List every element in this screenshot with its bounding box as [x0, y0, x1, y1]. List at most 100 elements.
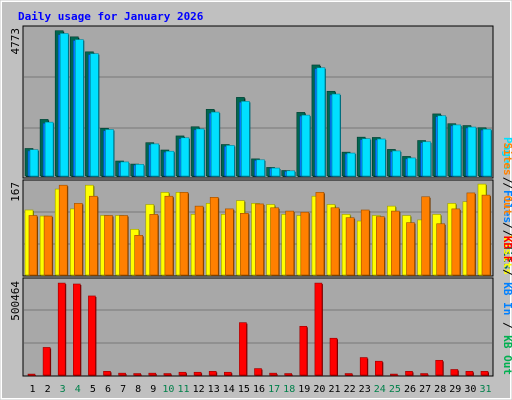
x-tick-label: 17: [268, 384, 280, 395]
x-tick-label: 29: [449, 384, 461, 395]
kbytes-bar-14: [224, 371, 232, 376]
kbytes-bar-11: [178, 371, 187, 376]
kbytes-bar-29: [450, 369, 459, 376]
legend-kb-in: KB In: [501, 282, 512, 315]
x-tick-label: 13: [208, 384, 220, 395]
x-tick-label: 20: [313, 384, 325, 395]
pages-bar-10: [165, 150, 175, 177]
pages-bar-18: [286, 170, 296, 177]
pages-bar-22: [346, 152, 356, 177]
sites-bar-25: [391, 210, 400, 276]
pages-bar-1: [29, 149, 39, 177]
kbytes-bar-25: [390, 373, 398, 376]
pages-bar-5: [90, 53, 99, 177]
x-tick-label: 21: [328, 384, 340, 395]
hits-ytick-label: 4773: [9, 28, 22, 55]
sites-bar-22: [345, 217, 355, 276]
sites-bar-21: [330, 207, 340, 276]
kbytes-bar-19: [299, 325, 308, 376]
sites-bar-19: [300, 211, 310, 276]
x-tick-label: 30: [464, 384, 476, 395]
legend-pages: Pages: [501, 137, 512, 170]
kbytes-bar-23: [359, 357, 368, 376]
kbytes-bar-21: [329, 337, 338, 376]
sites-bar-23: [360, 209, 370, 276]
kbytes-bar-27: [420, 373, 428, 376]
legend-hits: Hits: [501, 243, 512, 270]
sites-bar-12: [194, 205, 204, 276]
x-tick-label: 7: [120, 384, 126, 395]
kbytes-bar-4: [73, 283, 81, 376]
sites-bar-1: [28, 215, 38, 276]
pages-bar-13: [210, 111, 220, 177]
sites-bar-17: [270, 207, 279, 276]
x-tick-label: 1: [29, 384, 35, 395]
pages-bar-19: [301, 114, 311, 177]
kbytes-bar-15: [239, 322, 247, 376]
x-tick-label: 9: [150, 384, 156, 395]
kbytes-bar-16: [254, 368, 262, 376]
kbytes-bar-13: [208, 371, 217, 376]
kbytes-bar-17: [269, 372, 277, 376]
pages-bar-21: [331, 93, 341, 177]
sites-bar-11: [179, 192, 189, 276]
pages-bar-30: [467, 126, 477, 177]
x-tick-label: 28: [434, 384, 446, 395]
sites-bar-28: [436, 223, 446, 276]
sites-bar-10: [164, 195, 174, 276]
sites-bar-5: [89, 195, 98, 276]
sites-bar-18: [285, 210, 295, 276]
pages-bar-27: [422, 141, 431, 177]
visits-legend: Sites / Out / Visits: [501, 143, 512, 276]
x-tick-label: 16: [253, 384, 265, 395]
kbytes-bar-22: [344, 373, 353, 376]
sites-bar-2: [43, 215, 53, 276]
sites-bar-26: [406, 222, 415, 276]
x-tick-label: 23: [359, 384, 371, 395]
x-tick-label: 26: [404, 384, 416, 395]
kbytes-bar-2: [42, 347, 51, 376]
x-tick-label: 14: [223, 384, 235, 395]
sites-bar-14: [225, 208, 234, 276]
hits-legend: Pages / Files / Hits: [501, 137, 512, 270]
pages-bar-6: [105, 129, 114, 177]
pages-bar-17: [271, 167, 280, 177]
kbytes-bar-7: [118, 372, 126, 376]
sites-bar-15: [240, 212, 249, 276]
kbytes-bar-shadow: [29, 375, 36, 377]
x-tick-label: 31: [479, 384, 491, 395]
kbytes-bar-10: [163, 373, 172, 376]
pages-bar-4: [75, 39, 84, 177]
sites-bar-20: [315, 192, 325, 276]
kbytes-legend: KB F / KB In / KB Out: [501, 236, 512, 375]
x-tick-label: 22: [344, 384, 356, 395]
pages-bar-11: [180, 137, 190, 177]
kbytes-bar-8: [133, 373, 141, 376]
x-tick-label: 25: [389, 384, 401, 395]
legend-kb-out: KB Out: [501, 335, 512, 375]
legend-visits: Visits: [501, 235, 512, 275]
pages-bar-31: [482, 128, 492, 177]
x-tick-label: 24: [374, 384, 386, 395]
pages-bar-16: [256, 159, 265, 177]
chart-title: Daily usage for January 2026: [18, 10, 204, 23]
pages-bar-15: [241, 101, 250, 177]
pages-bar-20: [316, 67, 326, 177]
kbytes-bar-24: [374, 360, 383, 376]
x-tick-label: 19: [298, 384, 310, 395]
sites-bar-30: [466, 192, 476, 276]
pages-bar-9: [150, 143, 160, 177]
sites-bar-6: [104, 215, 113, 276]
kbytes-bar-5: [88, 295, 96, 376]
pages-bar-14: [226, 145, 235, 177]
x-tick-label: 6: [105, 384, 111, 395]
x-tick-label: 4: [75, 384, 81, 395]
pages-bar-24: [376, 138, 386, 177]
x-tick-label: 27: [419, 384, 431, 395]
pages-bar-23: [361, 138, 371, 177]
sites-bar-3: [58, 184, 68, 276]
pages-bar-28: [437, 115, 447, 177]
legend-sites: Sites: [501, 143, 512, 176]
kbytes-panel: [22, 277, 494, 377]
sites-bar-13: [209, 197, 219, 276]
